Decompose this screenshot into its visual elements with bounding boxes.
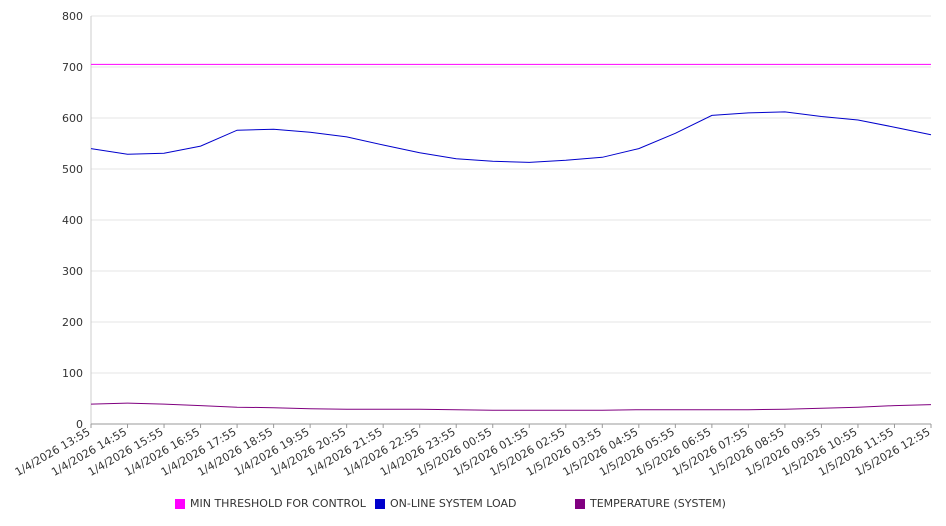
series-line-1	[90, 111, 932, 163]
y-tick-label: 600	[62, 112, 83, 125]
y-tick-label: 400	[62, 214, 83, 227]
y-tick-label: 100	[62, 367, 83, 380]
legend-item-system-load: ON-LINE SYSTEM LOAD	[375, 497, 516, 510]
grid-lines	[91, 15, 931, 374]
legend-swatch-temperature	[575, 498, 585, 509]
y-tick-label: 300	[62, 265, 83, 278]
legend-swatch-min-threshold	[175, 498, 185, 509]
y-tick-label: 700	[62, 61, 83, 74]
legend-swatch-system-load	[375, 498, 385, 509]
legend-label-min-threshold: MIN THRESHOLD FOR CONTROL	[190, 497, 366, 510]
legend-label-system-load: ON-LINE SYSTEM LOAD	[390, 497, 517, 510]
chart-legend: MIN THRESHOLD FOR CONTROL ON-LINE SYSTEM…	[0, 497, 946, 517]
series-lines	[90, 63, 932, 411]
y-tick-label: 800	[62, 10, 83, 23]
y-axis-ticks: 0 100 200 300 400 500 600 700 800	[62, 10, 83, 431]
y-tick-label: 200	[62, 316, 83, 329]
line-chart: 0 100 200 300 400 500 600 700 800 1/4/2026 13:55…	[13, 10, 933, 479]
y-tick-label: 0	[76, 418, 83, 431]
y-tick-label: 500	[62, 163, 83, 176]
axes	[90, 16, 931, 425]
x-axis-ticks: 1/4/2026 13:551/4/2026 14:551/4/2026 15:…	[13, 424, 933, 479]
legend-label-temperature: TEMPERATURE (SYSTEM)	[590, 497, 726, 510]
legend-item-min-threshold: MIN THRESHOLD FOR CONTROL	[175, 497, 366, 510]
series-line-2	[90, 402, 932, 411]
legend-item-temperature: TEMPERATURE (SYSTEM)	[575, 497, 726, 510]
